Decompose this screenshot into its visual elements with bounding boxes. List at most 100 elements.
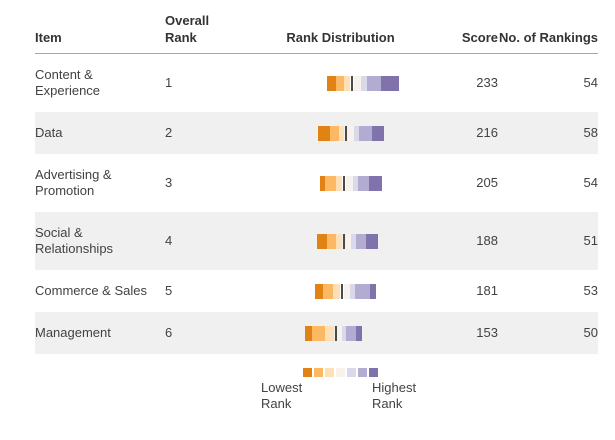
score-value: 233 [476,75,498,90]
rankings-value: 58 [583,125,598,140]
rankings-value: 53 [583,283,598,298]
median-marker [341,283,343,299]
item-label: Content & Experience [35,67,101,98]
distribution-segment[interactable] [354,125,359,141]
distribution-segment[interactable] [369,175,382,191]
legend-swatch[interactable] [358,368,367,377]
distribution-segment[interactable] [350,283,355,299]
distribution-segment[interactable] [381,75,399,91]
distribution-segment[interactable] [327,233,336,249]
legend-swatch[interactable] [314,368,323,377]
legend-swatch[interactable] [369,368,378,377]
score-value: 216 [476,125,498,140]
distribution-segment[interactable] [327,75,336,91]
overall-rank-value: 4 [165,233,173,248]
distribution-segment[interactable] [333,283,340,299]
overall-rank-value: 6 [165,325,173,340]
distribution-segment[interactable] [339,125,344,141]
distribution-segment[interactable] [358,175,369,191]
legend-swatch[interactable] [325,368,334,377]
table-row[interactable]: Social & Relationships 4 188 51 [35,212,598,270]
distribution-segment[interactable] [344,75,350,91]
rank-distribution-bar[interactable] [315,283,376,299]
rank-distribution-bar[interactable] [305,325,362,341]
distribution-segment[interactable] [318,125,330,141]
col-header-score: Score [461,30,498,45]
median-marker [343,233,345,249]
table-row[interactable]: Commerce & Sales 5 181 53 [35,270,598,312]
col-header-no-of-rankings: No. of Rankings [499,30,598,45]
distribution-segment[interactable] [348,125,354,141]
median-marker [351,75,353,91]
table-header: Item Overall Rank Rank Distribution Scor… [35,12,598,54]
table-row[interactable]: Management 6 153 50 [35,312,598,354]
distribution-segment[interactable] [367,75,381,91]
distribution-segment[interactable] [355,283,370,299]
distribution-segment[interactable] [330,125,339,141]
distribution-segment[interactable] [312,325,325,341]
distribution-segment[interactable] [344,283,350,299]
legend-swatch[interactable] [347,368,356,377]
table-row[interactable]: Advertising & Promotion 3 205 54 [35,154,598,212]
rank-distribution-bar[interactable] [318,125,384,141]
distribution-segment[interactable] [346,233,351,249]
table-body: Content & Experience 1 233 54 Data 2 216… [0,54,615,354]
table-row[interactable]: Content & Experience 1 233 54 [35,54,598,112]
score-value: 181 [476,283,498,298]
legend-swatches [253,368,428,377]
distribution-segment[interactable] [317,233,327,249]
distribution-segment[interactable] [366,233,378,249]
score-value: 205 [476,175,498,190]
item-label: Advertising & Promotion [35,167,112,198]
col-header-item: Item [35,30,62,45]
rank-distribution-bar[interactable] [327,75,399,91]
distribution-segment[interactable] [370,283,376,299]
col-header-overall-rank: Overall Rank [165,13,210,45]
distribution-segment[interactable] [342,325,346,341]
rankings-value: 54 [583,175,598,190]
rank-distribution-bar[interactable] [320,175,382,191]
legend-swatch[interactable] [303,368,312,377]
item-label: Management [35,325,111,340]
legend-highest-label: Highest Rank [372,380,417,411]
distribution-segment[interactable] [336,75,344,91]
distribution-segment[interactable] [323,283,333,299]
distribution-segment[interactable] [305,325,312,341]
distribution-segment[interactable] [325,175,336,191]
legend-swatch[interactable] [336,368,345,377]
item-label: Data [35,125,63,140]
overall-rank-value: 3 [165,175,173,190]
distribution-segment[interactable] [315,283,323,299]
distribution-segment[interactable] [356,233,366,249]
rank-distribution-bar[interactable] [317,233,378,249]
distribution-segment[interactable] [359,125,372,141]
distribution-segment[interactable] [346,325,356,341]
distribution-segment[interactable] [320,175,325,191]
distribution-segment[interactable] [338,325,342,341]
rankings-value: 54 [583,75,598,90]
distribution-segment[interactable] [346,175,353,191]
distribution-segment[interactable] [354,75,361,91]
distribution-segment[interactable] [361,75,367,91]
score-value: 153 [476,325,498,340]
rankings-value: 51 [583,233,598,248]
table-row[interactable]: Data 2 216 58 [35,112,598,154]
overall-rank-value: 2 [165,125,173,140]
distribution-segment[interactable] [325,325,334,341]
median-marker [343,175,345,191]
distribution-segment[interactable] [353,175,358,191]
item-label: Social & Relationships [35,225,114,256]
rankings-value: 50 [583,325,598,340]
legend: Lowest Rank Highest Rank [253,368,428,412]
legend-lowest-label: Lowest Rank [261,380,303,411]
score-value: 188 [476,233,498,248]
distribution-segment[interactable] [336,175,342,191]
item-label: Commerce & Sales [35,283,147,298]
distribution-segment[interactable] [351,233,356,249]
distribution-segment[interactable] [336,233,342,249]
distribution-segment[interactable] [356,325,362,341]
distribution-segment[interactable] [372,125,384,141]
median-marker [335,325,337,341]
median-marker [345,125,347,141]
